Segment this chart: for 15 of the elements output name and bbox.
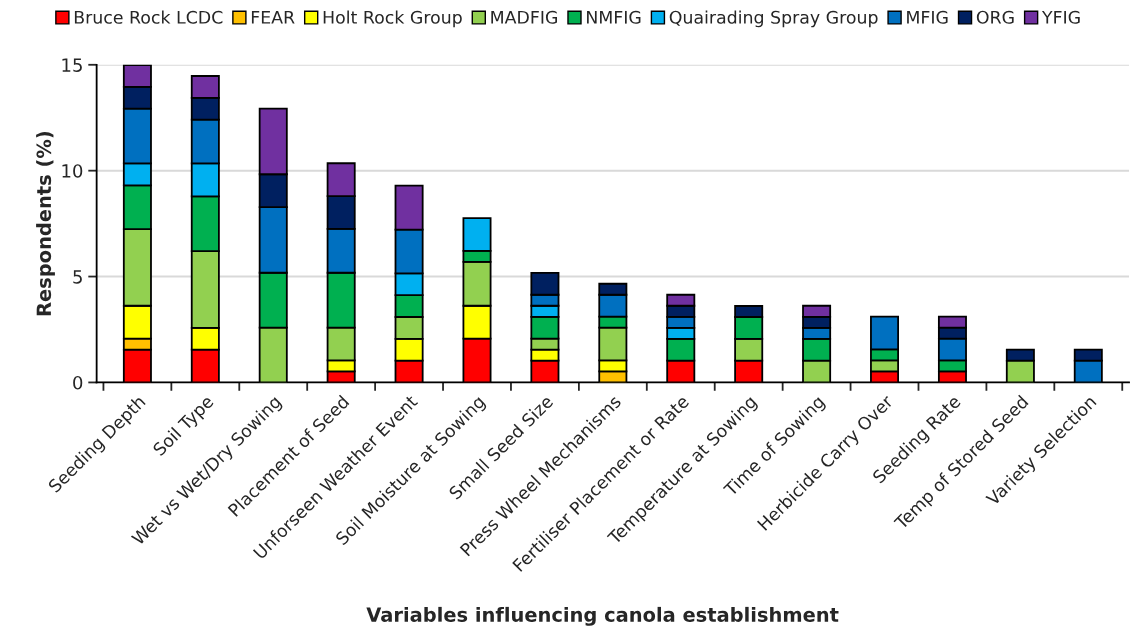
legend-label: Quairading Spray Group bbox=[669, 10, 878, 28]
legend-label: Holt Rock Group bbox=[323, 10, 462, 28]
legend-label: ORG bbox=[976, 10, 1014, 24]
legend-label: NMFIG bbox=[587, 10, 641, 24]
y-tick-label: 0 bbox=[73, 375, 83, 390]
legend-label: MADFIG bbox=[491, 10, 557, 24]
y-tick-label: 5 bbox=[73, 270, 82, 284]
y-tick-label: 15 bbox=[62, 58, 82, 72]
legend-label: Bruce Rock LCDC bbox=[74, 10, 223, 24]
x-axis-title: Variables influencing canola establishment bbox=[366, 606, 839, 626]
legend-label: MFIG bbox=[907, 10, 948, 24]
legend-label: YFIG bbox=[1041, 10, 1080, 24]
legend-label: FEAR bbox=[251, 10, 295, 24]
y-tick-label: 10 bbox=[62, 164, 83, 178]
y-axis-title: Respondents (%) bbox=[36, 131, 55, 316]
